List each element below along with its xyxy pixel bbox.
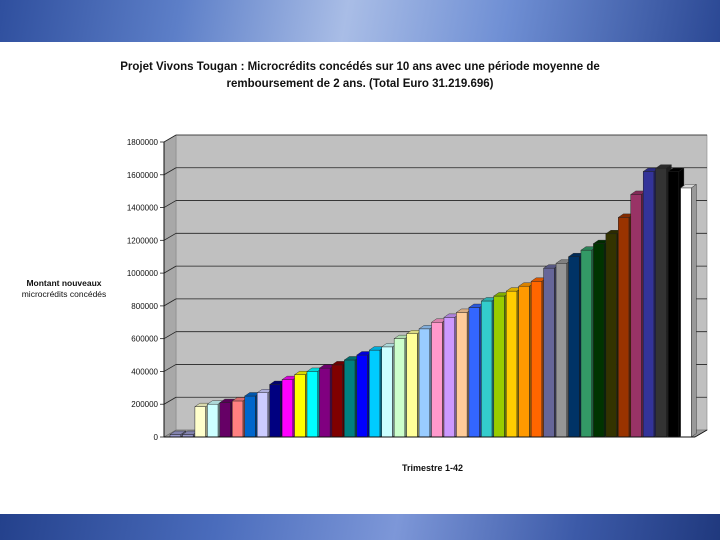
- bar-front: [331, 364, 343, 438]
- y-tick-label: 800000: [131, 302, 158, 311]
- bar-front: [319, 367, 331, 438]
- gridline-diagonal: [163, 200, 177, 208]
- y-axis-label: Montant nouveaux microcrédits concédés: [6, 278, 122, 300]
- gridline-diagonal: [163, 364, 177, 372]
- gridline-diagonal: [163, 331, 177, 340]
- y-tick-label: 200000: [131, 400, 158, 409]
- bar-front: [393, 338, 406, 438]
- gridline-diagonal: [163, 167, 177, 176]
- bar-front: [269, 384, 281, 438]
- bar-front: [680, 187, 692, 438]
- bar-front: [518, 285, 530, 438]
- bar-front: [256, 392, 269, 438]
- y-tick-label: 600000: [131, 335, 158, 344]
- bar-side: [691, 184, 697, 438]
- floor-edge: [694, 429, 708, 438]
- bar-front: [481, 300, 493, 438]
- bar-front: [543, 267, 555, 438]
- y-axis-label-line-1: Montant nouveaux: [26, 278, 102, 288]
- bar-front: [232, 400, 244, 438]
- y-tick-label: 1200000: [127, 236, 159, 245]
- bar-front: [642, 171, 655, 438]
- bar-front: [219, 402, 231, 438]
- bar-front: [443, 317, 455, 438]
- gridline-diagonal: [163, 265, 177, 274]
- bar-front: [418, 328, 431, 438]
- bar-front: [555, 263, 568, 438]
- y-tick-labels: 0 200000 400000 600000 800000 1000000 1200000 1…: [127, 138, 159, 442]
- y-tick-label: 1600000: [127, 171, 159, 180]
- chart-title-line-1: Projet Vivons Tougan : Microcrédits conc…: [120, 61, 600, 73]
- bar-front: [344, 359, 356, 438]
- bar-front: [456, 312, 468, 438]
- bar-front: [593, 243, 605, 438]
- chart-side-wall: [163, 134, 177, 438]
- bar-front: [618, 217, 630, 438]
- y-tick-label: 400000: [131, 367, 158, 376]
- bar-front: [306, 371, 318, 438]
- bar-front: [493, 295, 505, 438]
- bar-front: [630, 194, 642, 438]
- top-decorative-band: [0, 0, 720, 42]
- gridline-diagonal: [163, 232, 177, 241]
- y-tick-label: 1400000: [127, 204, 159, 213]
- chart-title-line-2: remboursement de 2 ans. (Total Euro 31.2…: [226, 78, 494, 90]
- bar-front: [356, 354, 368, 438]
- bar-front: [530, 281, 543, 438]
- bar-front: [294, 374, 306, 438]
- bottom-decorative-band: [0, 514, 720, 540]
- bar-front: [580, 249, 592, 438]
- y-tick-label: 1800000: [127, 138, 159, 147]
- y-tick-label: 0: [154, 433, 159, 442]
- gridline-diagonal: [163, 396, 177, 405]
- bar-front: [244, 395, 256, 438]
- bar-front: [667, 171, 680, 438]
- gridline-diagonal: [163, 298, 177, 307]
- bar-front: [431, 322, 443, 438]
- chart-title: Projet Vivons Tougan : Microcrédits conc…: [60, 59, 660, 93]
- bar: [679, 184, 697, 438]
- bar-front: [381, 346, 393, 438]
- bar-front: [655, 167, 667, 438]
- bar-front: [194, 406, 206, 438]
- bar-front: [505, 290, 518, 438]
- bar-front: [281, 379, 294, 438]
- bar-front: [207, 403, 219, 438]
- bar-front: [605, 233, 617, 438]
- gridline-diagonal: [163, 134, 177, 143]
- chart-axes: [163, 142, 708, 438]
- x-axis-label: Trimestre 1-42: [401, 463, 464, 473]
- bar-front: [568, 256, 580, 438]
- y-tick-label: 1000000: [127, 269, 159, 278]
- bar-front: [468, 307, 480, 438]
- y-axis-label-line-2: microcrédits concédés: [21, 289, 107, 299]
- bar-front: [369, 349, 381, 438]
- bar-front: [406, 333, 418, 438]
